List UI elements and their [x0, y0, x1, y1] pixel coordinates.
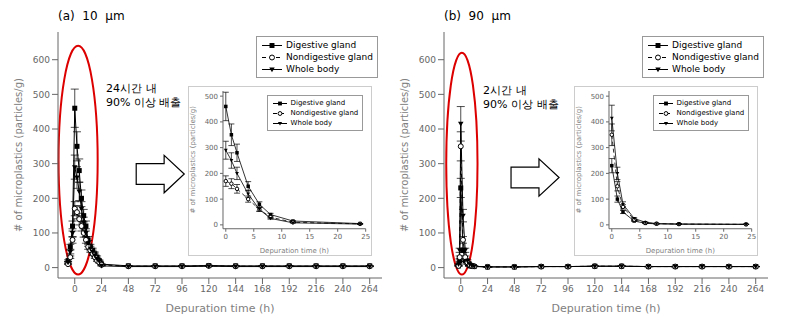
svg-text:192: 192 — [281, 284, 298, 294]
svg-text:400: 400 — [204, 118, 217, 126]
svg-text:72: 72 — [535, 284, 546, 294]
svg-text:168: 168 — [254, 284, 271, 294]
svg-text:0: 0 — [44, 263, 50, 273]
svg-text:144: 144 — [613, 284, 630, 294]
svg-text:10: 10 — [277, 233, 286, 241]
svg-text:0: 0 — [458, 284, 464, 294]
svg-text:# of microplastics (particles/: # of microplastics (particles/g) — [189, 106, 197, 214]
html-text:Digestive gland: Digestive gland — [672, 40, 743, 50]
svg-text:15: 15 — [691, 233, 700, 241]
svg-text:200: 200 — [204, 170, 217, 178]
html-text:Whole body: Whole body — [290, 119, 332, 128]
html-text:Nondigestive gland: Nondigestive gland — [676, 109, 745, 118]
svg-text:Depuration time (h): Depuration time (h) — [259, 247, 328, 255]
svg-text:100: 100 — [33, 228, 50, 238]
svg-text:200: 200 — [33, 194, 50, 204]
html-text:Nondigestive gland: Nondigestive gland — [672, 52, 759, 62]
svg-text:Depuration time (h): Depuration time (h) — [166, 302, 275, 315]
svg-text:200: 200 — [419, 194, 436, 204]
html-text:Digestive gland: Digestive gland — [286, 40, 357, 50]
svg-text:240: 240 — [334, 284, 351, 294]
svg-text:15: 15 — [305, 233, 314, 241]
svg-text:24시간 내90% 이상 배출: 24시간 내90% 이상 배출 — [106, 82, 181, 109]
svg-text:Depuration time (h): Depuration time (h) — [552, 302, 661, 315]
svg-text:20: 20 — [333, 233, 342, 241]
svg-text:600: 600 — [33, 55, 50, 65]
svg-text:100: 100 — [590, 196, 603, 204]
svg-text:0: 0 — [599, 221, 603, 229]
svg-text:200: 200 — [590, 170, 603, 178]
svg-text:300: 300 — [33, 159, 50, 169]
svg-text:168: 168 — [640, 284, 657, 294]
svg-text:216: 216 — [693, 284, 710, 294]
svg-text:20: 20 — [719, 233, 728, 241]
svg-text:24: 24 — [482, 284, 494, 294]
svg-text:400: 400 — [590, 118, 603, 126]
svg-text:96: 96 — [176, 284, 188, 294]
svg-text:120: 120 — [586, 284, 603, 294]
svg-text:0: 0 — [213, 221, 217, 229]
svg-text:300: 300 — [590, 144, 603, 152]
html-text:Nondigestive gland: Nondigestive gland — [286, 52, 373, 62]
svg-text:0: 0 — [72, 284, 78, 294]
svg-text:100: 100 — [204, 196, 217, 204]
svg-text:5: 5 — [637, 233, 641, 241]
svg-text:600: 600 — [419, 55, 436, 65]
svg-text:300: 300 — [204, 144, 217, 152]
svg-text:5: 5 — [251, 233, 255, 241]
svg-text:25: 25 — [747, 233, 756, 241]
html-text:(a) 10 μm: (a) 10 μm — [58, 9, 125, 23]
svg-text:0: 0 — [430, 263, 436, 273]
svg-text:2시간 내90% 이상 배출: 2시간 내90% 이상 배출 — [483, 84, 558, 111]
svg-text:Depuration time (h): Depuration time (h) — [645, 247, 714, 255]
svg-text:96: 96 — [562, 284, 574, 294]
svg-text:25: 25 — [361, 233, 370, 241]
svg-text:264: 264 — [747, 284, 764, 294]
svg-text:400: 400 — [33, 124, 50, 134]
svg-text:# of microplastics (particles/: # of microplastics (particles/g) — [13, 78, 24, 232]
svg-text:120: 120 — [200, 284, 217, 294]
svg-text:0: 0 — [223, 233, 227, 241]
html-text:Whole body: Whole body — [676, 119, 718, 128]
svg-text:400: 400 — [419, 124, 436, 134]
svg-text:48: 48 — [123, 284, 135, 294]
html-text:(b) 90 μm: (b) 90 μm — [444, 9, 511, 23]
svg-text:# of microplastics (particles/: # of microplastics (particles/g) — [399, 78, 410, 232]
html-text:Digestive gland: Digestive gland — [290, 99, 346, 108]
html-text:Whole body: Whole body — [672, 64, 726, 74]
svg-text:72: 72 — [149, 284, 160, 294]
svg-text:0: 0 — [609, 233, 613, 241]
svg-text:100: 100 — [419, 228, 436, 238]
html-text:Nondigestive gland: Nondigestive gland — [290, 109, 359, 118]
html-text:Whole body: Whole body — [286, 64, 340, 74]
svg-text:# of microplastics (particles/: # of microplastics (particles/g) — [575, 106, 583, 214]
svg-text:264: 264 — [361, 284, 378, 294]
svg-text:24: 24 — [96, 284, 108, 294]
svg-text:192: 192 — [667, 284, 684, 294]
svg-text:48: 48 — [509, 284, 521, 294]
svg-text:500: 500 — [204, 93, 217, 101]
html-text:Digestive gland: Digestive gland — [676, 99, 732, 108]
svg-text:10: 10 — [663, 233, 672, 241]
svg-text:300: 300 — [419, 159, 436, 169]
svg-text:216: 216 — [307, 284, 324, 294]
svg-text:500: 500 — [590, 93, 603, 101]
svg-text:500: 500 — [419, 90, 436, 100]
svg-text:144: 144 — [227, 284, 244, 294]
svg-text:240: 240 — [720, 284, 737, 294]
svg-text:500: 500 — [33, 90, 50, 100]
